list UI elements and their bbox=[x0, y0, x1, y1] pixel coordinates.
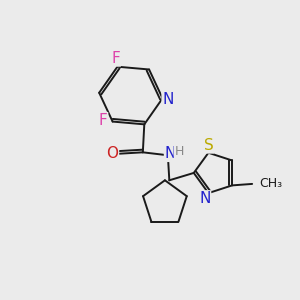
Text: F: F bbox=[99, 112, 108, 128]
Text: O: O bbox=[106, 146, 119, 161]
Text: N: N bbox=[199, 191, 211, 206]
Text: CH₃: CH₃ bbox=[260, 177, 283, 190]
Text: S: S bbox=[203, 138, 213, 153]
Text: H: H bbox=[174, 145, 184, 158]
Text: N: N bbox=[164, 146, 176, 161]
Text: N: N bbox=[162, 92, 173, 107]
Text: F: F bbox=[112, 51, 120, 66]
